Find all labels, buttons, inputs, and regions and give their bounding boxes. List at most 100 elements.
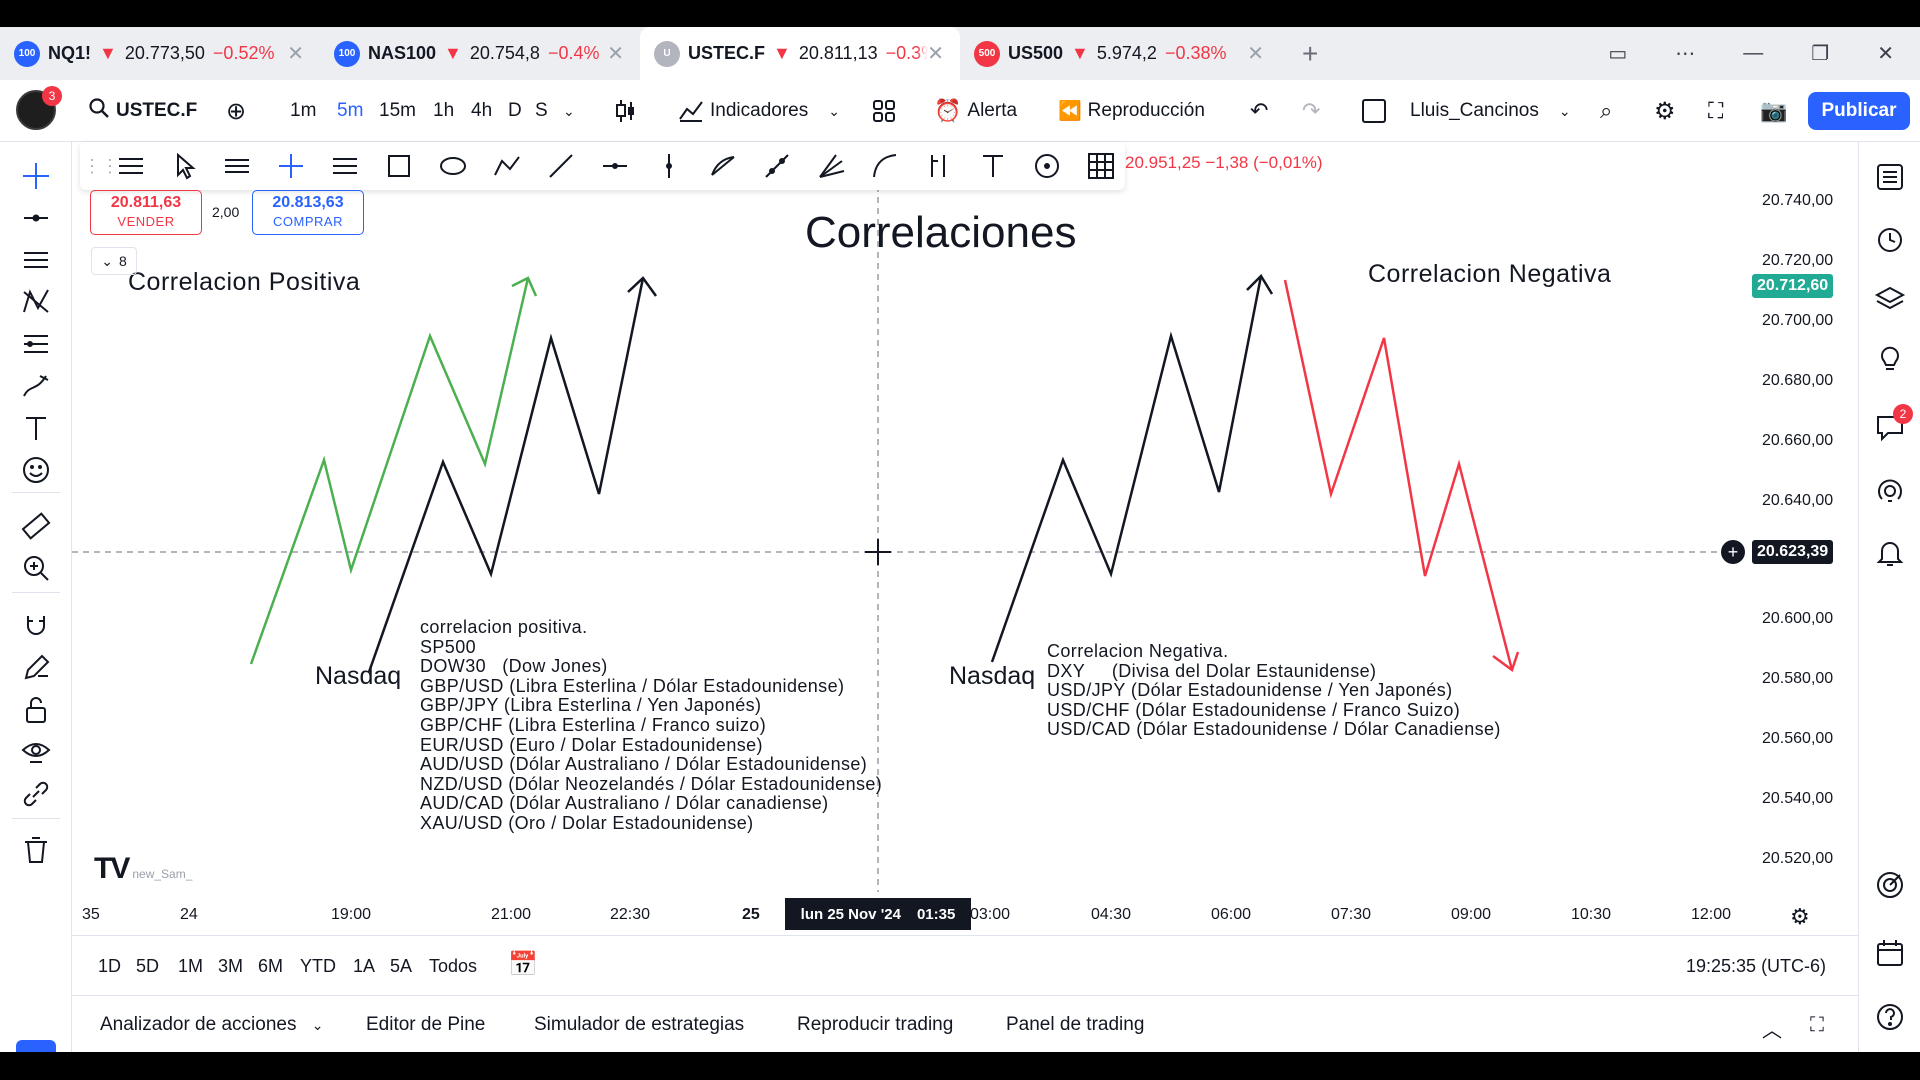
ruler-icon[interactable] — [18, 508, 54, 544]
indicators-button[interactable]: Indicadores ⌄ — [678, 80, 840, 142]
close-window-icon[interactable]: ✕ — [1877, 43, 1894, 65]
close-tab-icon[interactable]: ✕ — [917, 41, 944, 66]
clock-timezone[interactable]: 19:25:35 (UTC-6) — [1686, 956, 1827, 976]
streams-icon[interactable] — [1873, 476, 1907, 510]
range-3m[interactable]: 3M — [218, 956, 244, 976]
lock-icon[interactable] — [18, 692, 54, 728]
new-tab-icon[interactable]: + — [1302, 37, 1319, 69]
target-tool-icon[interactable] — [1030, 149, 1064, 183]
date-range-calendar-icon[interactable]: 📅 — [508, 951, 538, 978]
trend-line-tool-icon[interactable] — [18, 200, 54, 236]
drawing-mode-icon[interactable] — [18, 650, 54, 686]
sell-button[interactable]: 20.811,63 VENDER — [90, 190, 202, 235]
avatar[interactable]: 3 — [16, 86, 62, 130]
restore-icon[interactable]: ❐ — [1811, 43, 1830, 65]
settings-gear-icon[interactable]: ⚙ — [1654, 97, 1676, 125]
text-tool-icon[interactable] — [18, 410, 54, 446]
watchlist-icon[interactable] — [1873, 160, 1907, 194]
buy-button[interactable]: 20.813,63 COMPRAR — [252, 190, 364, 235]
chart-type-icon[interactable] — [614, 80, 638, 142]
interval-d[interactable]: D — [508, 100, 522, 121]
trend-line-icon[interactable] — [544, 149, 578, 183]
horizontal-ray-icon[interactable] — [598, 149, 632, 183]
layout-checkbox[interactable] — [1362, 80, 1386, 142]
polyline-icon[interactable] — [490, 149, 524, 183]
redo-icon[interactable]: ↷ — [1302, 98, 1321, 123]
browser-tab-ustec[interactable]: U USTEC.F ▼ 20.811,13 −0.3% ✕ — [640, 27, 960, 80]
cursor-arrow-icon[interactable] — [168, 149, 202, 183]
parallel-channel-icon[interactable] — [220, 149, 254, 183]
arc-tool-icon[interactable] — [706, 149, 740, 183]
compare-symbol-icon[interactable]: ⊕ — [226, 97, 247, 125]
tab-pine-editor[interactable]: Editor de Pine — [366, 1014, 486, 1035]
interval-15m[interactable]: 15m — [379, 100, 416, 121]
publish-button[interactable]: Publicar — [1808, 92, 1910, 130]
fib-tool-icon[interactable] — [18, 326, 54, 362]
fan-tool-icon[interactable] — [814, 149, 848, 183]
range-todos[interactable]: Todos — [429, 956, 478, 976]
target-icon[interactable] — [1873, 868, 1907, 902]
interval-s[interactable]: S — [535, 100, 548, 121]
ellipse-icon[interactable] — [436, 149, 470, 183]
range-5a[interactable]: 5A — [390, 956, 413, 976]
menu-lines-icon[interactable] — [114, 149, 148, 183]
ideas-lightbulb-icon[interactable] — [1873, 342, 1907, 376]
pattern-tool-icon[interactable] — [18, 284, 54, 320]
cross-line-icon[interactable] — [274, 149, 308, 183]
interval-1h[interactable]: 1h — [433, 100, 455, 121]
layout-name-dropdown[interactable]: Lluis_Cancinos ⌄ — [1410, 100, 1571, 121]
minimize-icon[interactable]: — — [1743, 42, 1764, 64]
add-alert-plus-icon[interactable]: + — [1721, 540, 1745, 564]
range-ytd[interactable]: YTD — [300, 956, 336, 976]
screen-share-icon[interactable]: ▭ — [1608, 43, 1628, 65]
collapse-indicators-button[interactable]: ⌄ 8 — [91, 247, 137, 275]
symbol-search[interactable]: USTEC.F — [88, 80, 197, 142]
range-5d[interactable]: 5D — [136, 956, 160, 976]
path-tool-icon[interactable] — [760, 149, 794, 183]
fullscreen-icon[interactable]: ⛶ — [1708, 98, 1724, 123]
close-tab-icon[interactable]: ✕ — [597, 41, 624, 66]
grid-table-icon[interactable] — [1084, 149, 1118, 183]
browser-tab-nq1[interactable]: 100 NQ1! ▼ 20.773,50 −0.52% ✕ — [0, 27, 320, 80]
tab-stock-screener[interactable]: Analizador de acciones ⌄ — [100, 1014, 324, 1035]
maximize-panel-icon[interactable]: ⛶ — [1810, 1014, 1824, 1036]
range-1m[interactable]: 1M — [178, 956, 204, 976]
close-tab-icon[interactable]: ✕ — [1237, 41, 1264, 66]
layouts-grid-icon[interactable] — [872, 80, 896, 142]
horizontal-lines-icon[interactable] — [18, 242, 54, 278]
tab-strategy-tester[interactable]: Simulador de estrategias — [534, 1014, 745, 1035]
magnet-icon[interactable] — [18, 608, 54, 644]
range-1d[interactable]: 1D — [98, 956, 122, 976]
trash-icon[interactable] — [18, 832, 54, 868]
camera-icon[interactable]: 📷 — [1760, 98, 1788, 123]
crosshair-icon[interactable] — [18, 158, 54, 194]
undo-icon[interactable]: ↶ — [1250, 98, 1269, 123]
visibility-eye-icon[interactable] — [18, 734, 54, 770]
replay-button[interactable]: ⏪ Reproducción — [1058, 100, 1205, 122]
range-6m[interactable]: 6M — [258, 956, 284, 976]
quick-search-icon[interactable]: ⌕ — [1600, 98, 1613, 123]
interval-dropdown-icon[interactable]: ⌄ — [563, 102, 575, 119]
collapse-sidebar-button[interactable] — [16, 1040, 56, 1054]
chat-icon[interactable]: 2 — [1873, 404, 1913, 444]
tab-replay-trading[interactable]: Reproducir trading — [797, 1014, 954, 1035]
drag-handle-icon[interactable]: ⋮⋮ — [83, 155, 119, 176]
tab-trading-panel[interactable]: Panel de trading — [1006, 1014, 1145, 1035]
help-icon[interactable] — [1873, 1000, 1907, 1034]
browser-tab-us500[interactable]: 500 US500 ▼ 5.974,2 −0.38% ✕ — [960, 27, 1280, 80]
brush-tool-icon[interactable] — [18, 368, 54, 404]
more-options-icon[interactable]: ⋯ — [1675, 43, 1696, 65]
interval-4h[interactable]: 4h — [471, 100, 493, 121]
browser-tab-nas100[interactable]: 100 NAS100 ▼ 20.754,8 −0.4% ✕ — [320, 27, 640, 80]
text-tool-icon[interactable] — [976, 149, 1010, 183]
zoom-in-icon[interactable] — [18, 550, 54, 586]
axis-settings-gear-icon[interactable]: ⚙ — [1790, 904, 1810, 929]
interval-1m[interactable]: 1m — [290, 100, 317, 121]
close-tab-icon[interactable]: ✕ — [277, 41, 304, 66]
link-icon[interactable] — [18, 776, 54, 812]
regression-icon[interactable] — [328, 149, 362, 183]
interval-5m[interactable]: 5m — [337, 100, 364, 121]
emoji-tool-icon[interactable] — [18, 452, 54, 488]
alerts-clock-icon[interactable] — [1873, 222, 1907, 256]
curve-tool-icon[interactable] — [868, 149, 902, 183]
